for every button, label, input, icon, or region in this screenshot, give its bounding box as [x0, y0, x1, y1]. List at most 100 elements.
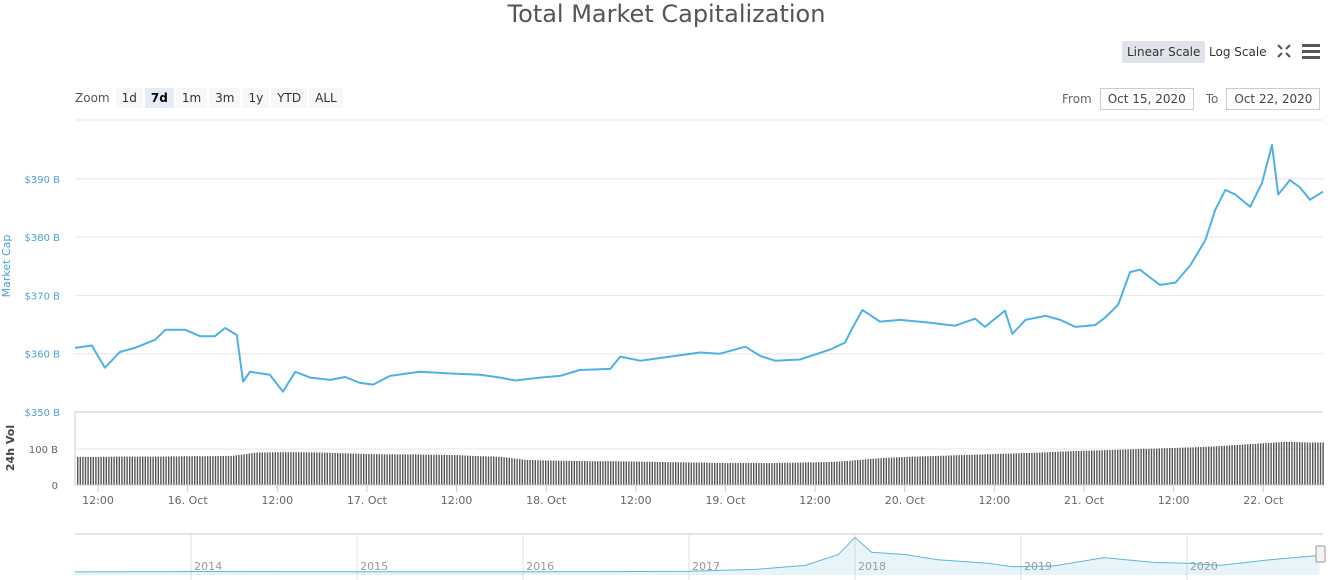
volume-bar [1070, 451, 1072, 485]
volume-bar [799, 462, 802, 485]
zoom-button-7d[interactable]: 7d [144, 88, 174, 108]
volume-bar [841, 461, 843, 485]
volume-bar [565, 460, 568, 485]
zoom-button-1m[interactable]: 1m [175, 88, 208, 108]
volume-bar [789, 462, 791, 485]
volume-bar [1002, 453, 1004, 485]
volume-bar [768, 463, 770, 485]
volume-bar [253, 452, 256, 485]
volume-bar [459, 455, 461, 485]
volume-bar [152, 456, 154, 485]
volume-bar [568, 460, 570, 485]
volume-bar [901, 457, 903, 485]
fullscreen-collapse-icon[interactable] [1276, 43, 1292, 59]
volume-bar [859, 459, 861, 485]
log-scale-button[interactable]: Log Scale [1209, 45, 1267, 59]
volume-bar [487, 456, 490, 485]
volume-bar [714, 462, 716, 485]
zoom-button-1d[interactable]: 1d [115, 88, 143, 108]
volume-bar [693, 462, 695, 485]
volume-bar [940, 455, 942, 485]
volume-bar [526, 459, 529, 485]
volume-bar [464, 455, 466, 485]
volume-bar [344, 453, 347, 485]
volume-bar [519, 459, 521, 485]
zoom-button-1y[interactable]: 1y [242, 88, 270, 108]
volume-axis-title: 24h Vol [4, 425, 17, 471]
volume-bar [511, 458, 513, 485]
volume-bar [1275, 442, 1277, 485]
zoom-button-3m[interactable]: 3m [209, 88, 241, 108]
volume-bar [922, 456, 924, 485]
volume-bar [974, 454, 976, 485]
volume-bar [300, 452, 302, 485]
volume-bar [1306, 442, 1309, 485]
volume-bar [298, 452, 300, 485]
linear-scale-button[interactable]: Linear Scale [1122, 41, 1206, 63]
volume-bar [1083, 450, 1085, 485]
volume-bar [490, 456, 492, 485]
volume-bar [121, 456, 123, 485]
volume-bar [1197, 447, 1199, 485]
volume-bar [261, 452, 263, 485]
volume-bar [1174, 447, 1176, 485]
market-cap-line[interactable] [74, 144, 1324, 393]
volume-bar [321, 452, 323, 485]
volume-bar [966, 454, 968, 485]
volume-bar [144, 456, 146, 485]
volume-bar [612, 461, 614, 485]
volume-bar [500, 456, 503, 485]
volume-bar [1319, 442, 1322, 485]
volume-bar [383, 454, 386, 485]
volume-bar [1169, 448, 1171, 485]
volume-bar [183, 456, 185, 485]
volume-bar [1223, 445, 1225, 485]
volume-bar [129, 456, 131, 485]
volume-bar [1187, 447, 1189, 485]
navigator-handle[interactable] [1315, 545, 1326, 563]
volume-bar [1096, 450, 1098, 485]
volume-bar [870, 458, 872, 485]
volume-bar [1137, 449, 1140, 485]
volume-bar [838, 461, 841, 485]
volume-bar [430, 454, 432, 485]
x-tick-label: 12:00 [1158, 494, 1190, 507]
navigator-line [74, 536, 1320, 573]
volume-bar [318, 452, 321, 485]
volume-bar [1026, 453, 1028, 485]
volume-bar [942, 455, 945, 485]
volume-bar [675, 462, 677, 485]
zoom-button-ytd[interactable]: YTD [271, 88, 308, 108]
x-tick-label: 12:00 [441, 494, 473, 507]
volume-bar [472, 455, 474, 485]
volume-bar [896, 457, 898, 485]
volume-bar [368, 454, 370, 485]
volume-bar [194, 456, 196, 485]
volume-bar [602, 461, 604, 485]
zoom-button-all[interactable]: ALL [309, 88, 343, 108]
volume-bar [1176, 447, 1179, 485]
volume-bar [950, 455, 952, 485]
volume-bar [545, 460, 547, 485]
volume-bar [961, 455, 963, 485]
volume-bar [929, 456, 932, 485]
volume-bar [1101, 450, 1103, 485]
volume-bar [1288, 441, 1290, 485]
volume-bar [1179, 447, 1181, 485]
volume-bar [724, 463, 726, 485]
volume-bar [672, 462, 674, 485]
from-date-input[interactable]: Oct 15, 2020 [1099, 88, 1194, 110]
volume-bar [685, 462, 687, 485]
volume-bar [646, 461, 648, 485]
volume-bar [233, 455, 235, 485]
volume-bar [981, 454, 984, 485]
y-tick-label: $360 B [25, 350, 61, 361]
hamburger-menu-icon[interactable] [1302, 43, 1320, 59]
volume-bar [259, 452, 261, 485]
to-date-input[interactable]: Oct 22, 2020 [1226, 88, 1321, 110]
volume-bar [1291, 441, 1293, 485]
volume-bar [1044, 452, 1046, 485]
y-tick-label: $390 B [25, 175, 61, 186]
volume-bar [285, 452, 287, 485]
volume-bar [1278, 442, 1280, 485]
